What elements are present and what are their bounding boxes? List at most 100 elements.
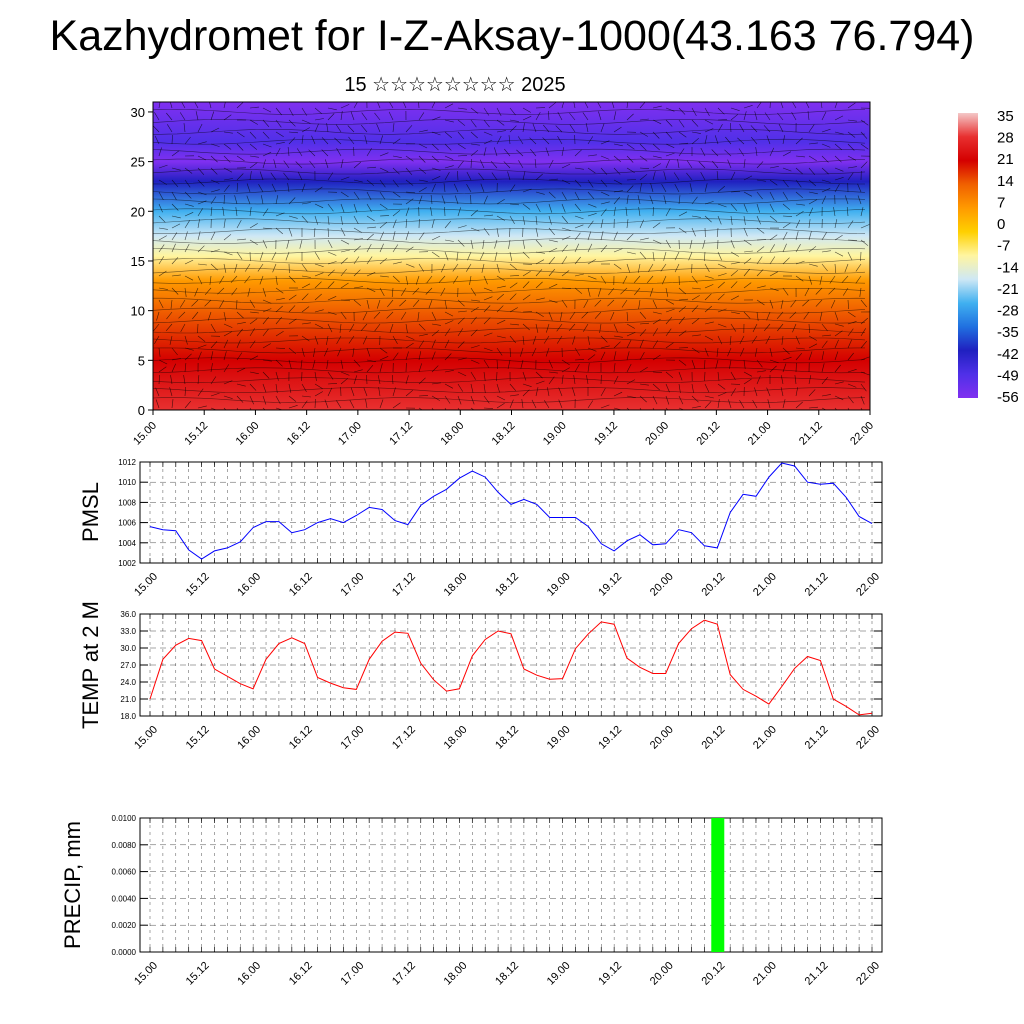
wind-vector: [467, 251, 472, 261]
wind-vector: [847, 321, 857, 325]
wind-vector: [470, 306, 479, 313]
wind-vector: [184, 136, 191, 145]
colorbar-label: 14: [997, 173, 1014, 190]
x-tick-label: 18.00: [438, 420, 466, 448]
wind-vector: [691, 334, 701, 337]
wind-vector: [691, 196, 698, 205]
wind-vector: [155, 399, 160, 409]
wind-vector: [171, 399, 174, 409]
wind-vector: [483, 147, 487, 157]
contour-line: [153, 387, 866, 393]
wind-vector: [626, 185, 634, 193]
wind-vector: [496, 371, 498, 382]
wind-vector: [470, 131, 478, 139]
wind-vector: [730, 251, 739, 257]
contour-line: [153, 367, 866, 374]
wind-vector: [821, 167, 829, 175]
x-tick-label: 16.12: [287, 960, 315, 988]
wind-vector: [626, 219, 629, 229]
wind-vector: [275, 275, 278, 285]
wind-vector: [457, 207, 461, 217]
wind-vector: [273, 159, 277, 169]
wind-vector: [405, 263, 415, 268]
wind-vector: [457, 395, 462, 405]
wind-vector: [259, 171, 264, 181]
wind-vector: [288, 294, 297, 301]
contour-line: [153, 357, 866, 364]
wind-vector: [767, 399, 771, 409]
wind-vector: [665, 207, 671, 217]
wind-vector: [392, 219, 397, 229]
wind-vector: [262, 395, 267, 405]
wind-vector: [262, 159, 266, 169]
wind-vector: [600, 123, 605, 133]
wind-vector: [288, 359, 292, 369]
wind-vector: [648, 263, 654, 272]
wind-vector: [532, 123, 537, 133]
x-tick-label: 19.12: [596, 571, 624, 599]
wind-vector: [704, 251, 706, 262]
wind-vector: [665, 143, 675, 148]
wind-vector: [535, 311, 544, 317]
wind-vector: [652, 239, 662, 244]
wind-vector: [769, 234, 778, 241]
colorbar-label: -7: [997, 238, 1010, 255]
wind-vector: [236, 173, 244, 181]
wind-vector: [400, 311, 407, 320]
wind-vector: [158, 287, 168, 290]
wind-vector: [821, 155, 829, 163]
wind-vector: [626, 167, 635, 173]
wind-vector: [392, 402, 401, 409]
wind-vector: [353, 161, 361, 169]
wind-vector: [626, 195, 629, 205]
wind-vector: [154, 335, 160, 344]
wind-vector: [337, 347, 342, 357]
wind-vector: [782, 191, 788, 200]
wind-vector: [847, 220, 854, 229]
wind-vector: [568, 323, 576, 331]
wind-vector: [347, 125, 355, 133]
wind-vector: [262, 107, 272, 113]
wind-vector: [431, 365, 439, 373]
wind-vector: [724, 149, 732, 157]
wind-vector: [509, 394, 519, 397]
wind-vector: [847, 407, 850, 410]
wind-vector: [522, 251, 530, 259]
wind-vector: [821, 376, 829, 385]
wind-vector: [454, 195, 459, 205]
wind-vector: [418, 333, 428, 337]
wind-vector: [860, 407, 863, 410]
wind-vector: [184, 287, 187, 297]
wind-vector: [483, 359, 490, 368]
wind-vector: [652, 407, 655, 410]
x-tick-label: 16.00: [234, 420, 262, 448]
wind-vector: [457, 170, 459, 181]
wind-vector: [236, 299, 238, 310]
wind-vector: [821, 407, 827, 410]
wind-vector: [374, 112, 381, 121]
wind-vector: [509, 227, 511, 238]
wind-vector: [815, 287, 823, 295]
wind-vector: [236, 143, 244, 151]
wind-vector: [857, 195, 862, 205]
wind-vector: [639, 251, 647, 259]
wind-vector: [223, 178, 233, 181]
wind-vector: [457, 310, 467, 313]
contour-line: [153, 277, 866, 284]
wind-vector: [790, 299, 797, 308]
contour-line: [153, 337, 866, 344]
wind-vector: [795, 244, 801, 253]
wind-vector: [301, 215, 309, 223]
wind-vector: [691, 131, 701, 134]
wind-vector: [327, 251, 337, 256]
wind-vector: [379, 347, 388, 354]
wind-vector: [236, 238, 247, 241]
wind-vector: [613, 363, 616, 373]
wind-vector: [574, 191, 580, 201]
wind-vector: [572, 335, 576, 345]
wind-vector: [275, 330, 284, 337]
wind-vector: [717, 399, 720, 409]
wind-vector: [249, 207, 252, 217]
wind-vector: [366, 365, 374, 373]
wind-vector: [535, 191, 545, 195]
